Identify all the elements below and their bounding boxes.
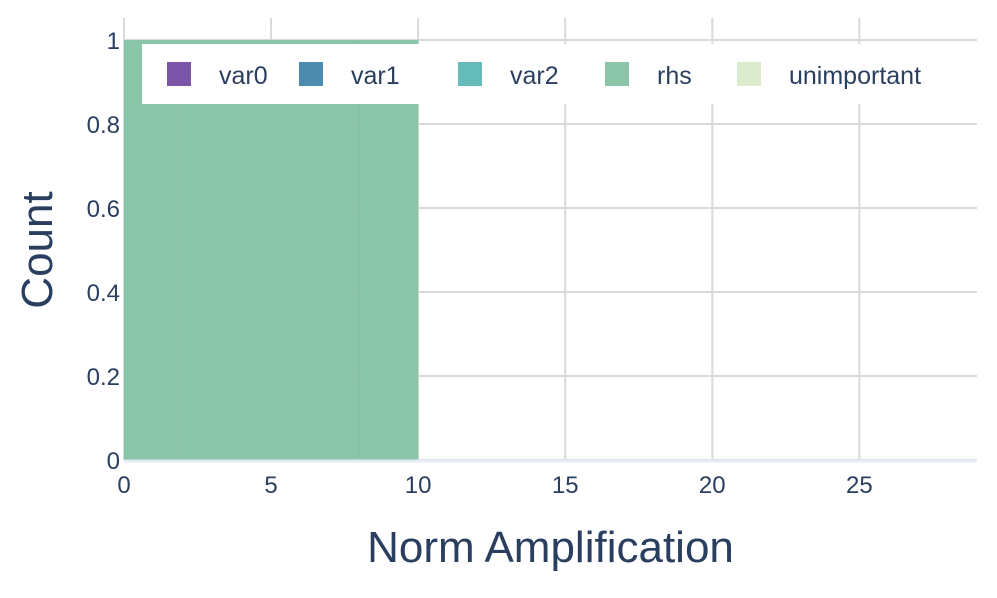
legend-background xyxy=(142,44,977,104)
legend-label-unimportant: unimportant xyxy=(789,62,921,90)
y-tick-label: 0 xyxy=(107,448,120,475)
legend-label-rhs: rhs xyxy=(657,62,692,90)
x-tick-label: 5 xyxy=(264,472,277,499)
y-tick-label: 1 xyxy=(107,28,120,55)
legend-swatch-var1 xyxy=(299,62,323,86)
y-tick-label: 0.6 xyxy=(87,196,120,223)
x-tick-label: 10 xyxy=(405,472,432,499)
x-tick-label: 15 xyxy=(552,472,579,499)
y-tick-label: 0.4 xyxy=(87,280,120,307)
legend-label-var2: var2 xyxy=(510,62,559,90)
histogram-bar-rhs xyxy=(359,40,419,460)
legend-label-var1: var1 xyxy=(351,62,400,90)
y-tick-label: 0.2 xyxy=(87,364,120,391)
x-axis-title: Norm Amplification xyxy=(367,523,734,572)
histogram-bar-rhs xyxy=(182,40,360,460)
legend-swatch-unimportant xyxy=(737,62,761,86)
legend-swatch-var0 xyxy=(167,62,191,86)
y-axis-title: Count xyxy=(13,191,62,308)
x-tick-label: 0 xyxy=(117,472,130,499)
bars-layer xyxy=(124,40,419,460)
x-tick-label: 20 xyxy=(699,472,726,499)
histogram-bar-rhs xyxy=(124,40,183,460)
y-tick-label: 0.8 xyxy=(87,112,120,139)
axis-layer: 0 5 10 15 20 25 0 0.2 0.4 0.6 0.8 1 xyxy=(87,28,977,499)
legend-label-var0: var0 xyxy=(219,62,268,90)
x-tick-label: 25 xyxy=(846,472,873,499)
legend-swatch-rhs xyxy=(605,62,629,86)
legend: var0 var1 var2 rhs unimportant xyxy=(142,44,977,104)
legend-swatch-var2 xyxy=(458,62,482,86)
